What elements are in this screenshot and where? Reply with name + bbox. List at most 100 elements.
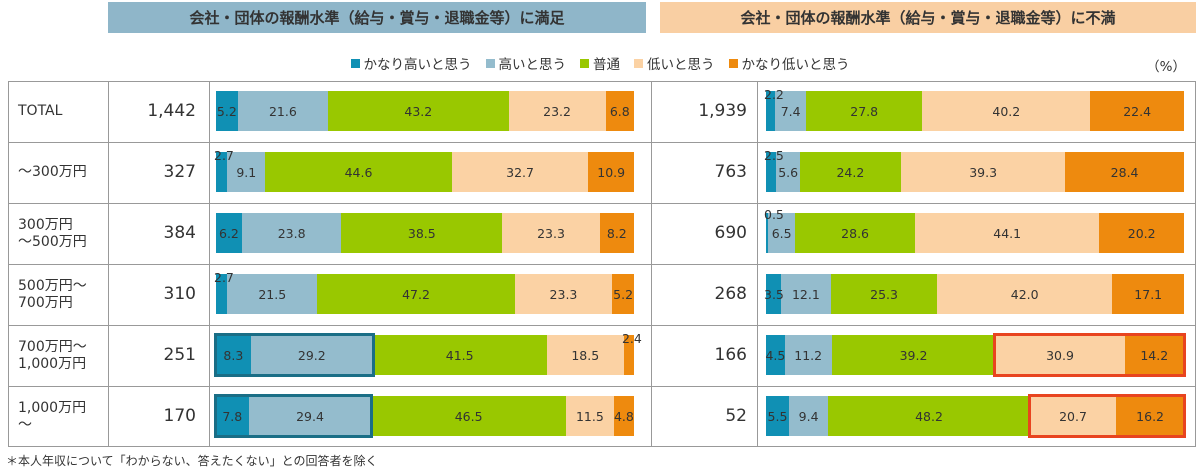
- data-label: 22.4: [1123, 103, 1152, 119]
- data-label: 44.6: [344, 164, 373, 180]
- bar-segment: 24.2: [799, 152, 901, 192]
- data-label: 5.5: [767, 408, 788, 424]
- data-label: 24.2: [836, 164, 865, 180]
- category-label: 1,000万円 ～: [18, 399, 87, 433]
- legend-item: 高いと思う: [485, 53, 567, 73]
- legend-label: 低いと思う: [647, 57, 715, 73]
- legend-swatch: [485, 58, 495, 68]
- stacked-bar: 0.5 6.5 28.6 44.1 20.2: [764, 207, 1184, 253]
- stacked-bar: 2.7 9.1 44.6 32.7 10.9: [214, 148, 634, 192]
- legend-label: 高いと思う: [498, 57, 567, 73]
- data-label: 18.5: [571, 347, 600, 363]
- category-label: 500万円～ 700万円: [18, 277, 87, 311]
- legend-label: かなり低いと思う: [741, 57, 850, 73]
- category-label: ～300万円: [18, 164, 87, 180]
- data-label: 38.5: [407, 225, 436, 241]
- data-label: 47.2: [402, 286, 430, 302]
- data-label: 17.1: [1134, 286, 1163, 302]
- footnote: ＊本人年収について「わからない、答えたくない」との回答者を除く: [6, 454, 378, 468]
- satisfied-panel-header: 会社・団体の報酬水準（給与・賞与・退職金等）に満足: [108, 2, 646, 33]
- data-label: 46.5: [454, 408, 483, 424]
- bar-segment: 21.6: [237, 91, 329, 131]
- data-label: 39.3: [969, 164, 998, 180]
- bar-segment: 46.5: [371, 396, 566, 436]
- stacked-bar: 4.5 11.2 39.2 30.9 14.2: [765, 335, 1184, 375]
- bar-segment: 39.2: [831, 335, 996, 375]
- category-label: 300万円 ～500万円: [18, 216, 87, 250]
- bar-segment: 5.2: [216, 91, 238, 131]
- bar-segment: 2.4: [622, 331, 642, 375]
- bar-segment: 7.4: [775, 91, 807, 131]
- bar-segment: 16.2: [1116, 396, 1184, 436]
- data-label: 12.1: [791, 286, 820, 302]
- legend-swatch: [728, 58, 738, 68]
- data-label: 2.2: [764, 87, 784, 102]
- bar-segment: 12.1: [780, 274, 832, 314]
- data-label: 40.2: [992, 103, 1021, 119]
- bar-segment: 10.9: [588, 152, 634, 192]
- data-label: 41.5: [445, 347, 474, 363]
- legend-swatch: [350, 58, 360, 68]
- data-label: 23.2: [543, 103, 571, 119]
- sample-size-label: 310: [163, 284, 196, 304]
- legend-label: 普通: [593, 57, 620, 73]
- data-label: 9.4: [798, 408, 819, 424]
- bar-segment: 29.2: [250, 335, 373, 375]
- data-label: 6.2: [219, 225, 239, 241]
- data-label: 5.6: [778, 164, 799, 180]
- bar-segment: 7.8: [216, 396, 249, 436]
- data-label: 39.2: [899, 347, 928, 363]
- row-divider: [8, 386, 1196, 387]
- data-label: 28.4: [1110, 164, 1139, 180]
- bar-segment: 20.7: [1029, 396, 1117, 436]
- stacked-bar: 3.5 12.1 25.3 42.0 17.1: [764, 274, 1184, 314]
- data-label: 23.3: [549, 286, 578, 302]
- bar-segment: 5.2: [612, 274, 634, 314]
- data-label: 0.5: [764, 207, 784, 222]
- bar-segment: 39.3: [900, 152, 1066, 192]
- data-label: 20.7: [1059, 408, 1087, 424]
- bar-segment: 18.5: [546, 335, 624, 375]
- bar-segment: 40.2: [922, 91, 1091, 131]
- bar-segment: 9.4: [788, 396, 829, 436]
- data-label: 8.2: [606, 225, 627, 241]
- stacked-bar: 5.5 9.4 48.2 20.7 16.2: [766, 396, 1184, 436]
- row-divider: [8, 142, 1196, 143]
- bar-segment: 47.2: [317, 274, 515, 314]
- legend-item: 低いと思う: [634, 53, 715, 73]
- data-label: 29.4: [296, 408, 324, 424]
- bar-segment: 23.2: [508, 91, 606, 131]
- bar-segment: 4.8: [613, 396, 634, 436]
- data-label: 5.2: [613, 286, 634, 302]
- bar-segment: 6.8: [605, 91, 634, 131]
- bar-segment: 38.5: [341, 213, 503, 253]
- data-label: 8.3: [223, 347, 244, 363]
- sample-size-label: 52: [725, 406, 747, 426]
- sample-size-label: 251: [163, 345, 196, 365]
- data-label: 23.8: [277, 225, 306, 241]
- data-label: 27.8: [850, 103, 879, 119]
- bar-segment: 8.2: [599, 213, 634, 253]
- data-label: 2.7: [214, 148, 234, 163]
- legend-item: 普通: [580, 53, 620, 73]
- bar-segment: 28.4: [1065, 152, 1184, 192]
- data-label: 7.8: [222, 408, 243, 424]
- data-label: 42.0: [1010, 286, 1039, 302]
- data-label: 2.5: [764, 148, 784, 163]
- data-label: 21.5: [258, 286, 287, 302]
- data-label: 10.9: [597, 164, 626, 180]
- data-label: 44.1: [993, 225, 1022, 241]
- bar-segment: 0.5: [764, 207, 784, 253]
- bar-segment: 44.1: [914, 213, 1100, 253]
- sample-size-label: 1,442: [147, 101, 196, 121]
- sample-size-label: 327: [163, 162, 196, 182]
- bar-segment: 23.3: [502, 213, 600, 253]
- legend-swatch: [634, 58, 643, 68]
- unit-label: （%）: [1146, 59, 1186, 75]
- bar-segment: 30.9: [995, 335, 1125, 375]
- data-label: 11.2: [794, 347, 823, 363]
- chart-legend: かなり高いと思う 高いと思う 普通 低いと思う かなり低いと思う: [0, 53, 1200, 73]
- data-label: 6.8: [609, 103, 630, 119]
- stacked-bar: 2.2 7.4 27.8 40.2 22.4: [764, 87, 1184, 131]
- bar-segment: 29.4: [248, 396, 372, 436]
